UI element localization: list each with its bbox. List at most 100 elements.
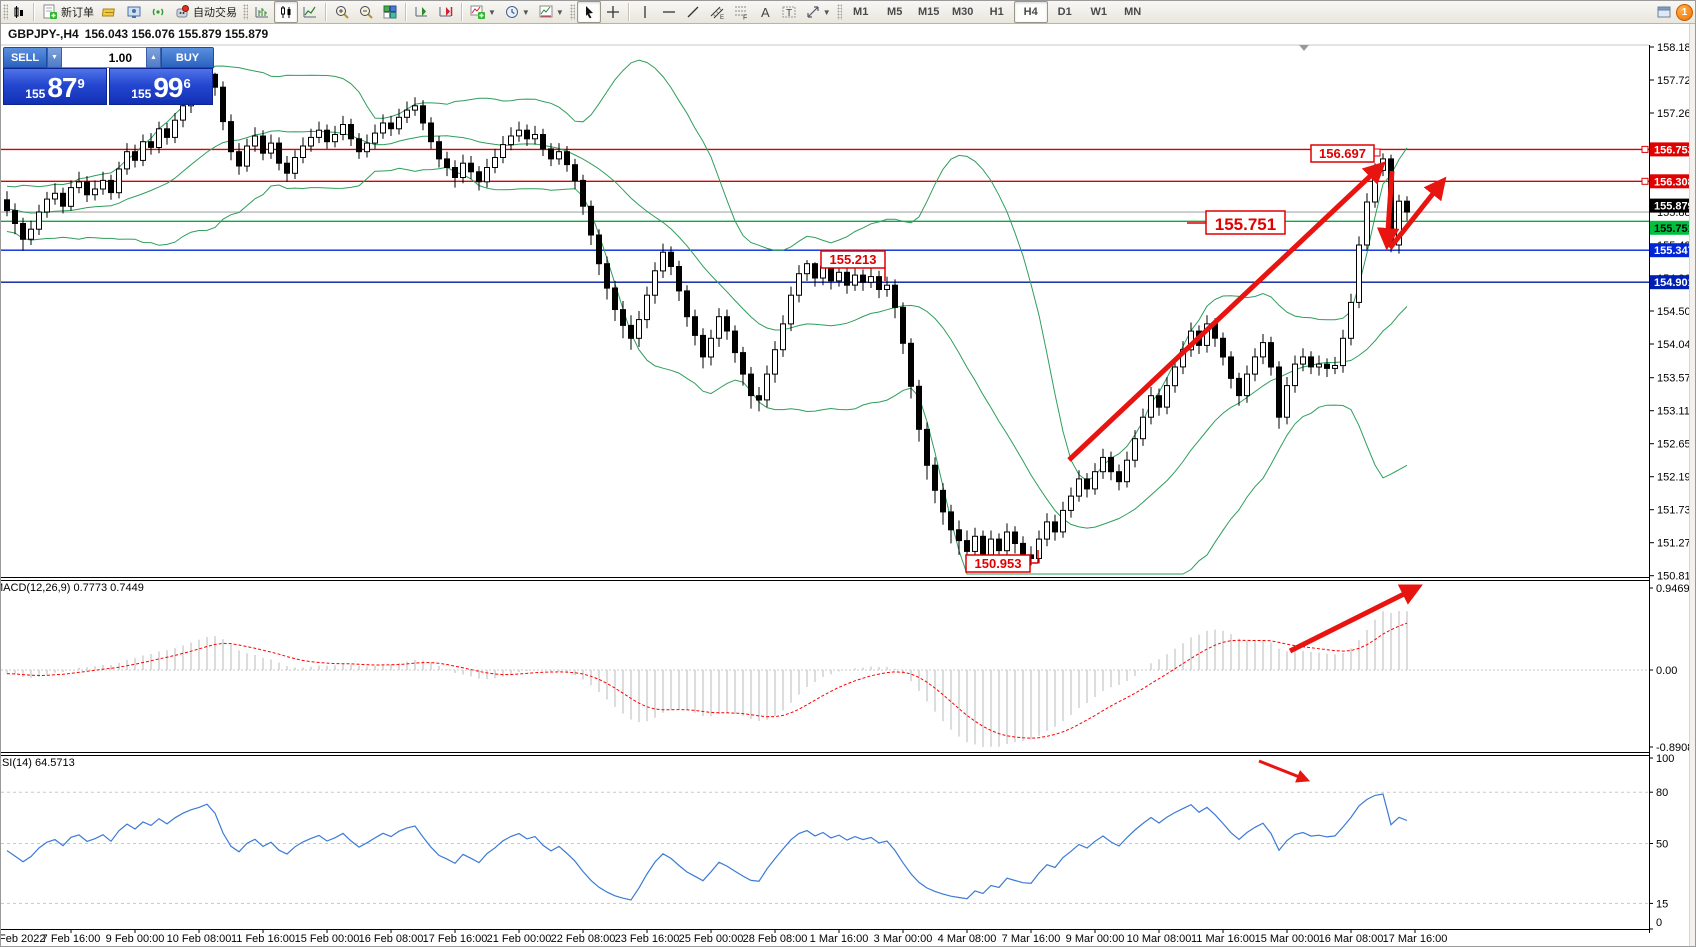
periods-button[interactable]: ▼: [500, 1, 534, 23]
price-tags: 156.753 156.308 155.879 155.751 155.347 154.9…: [1641, 142, 1695, 290]
macd-label: MACD(12,26,9) 0.7773 0.7449: [0, 582, 144, 594]
templates-button[interactable]: ▼: [534, 1, 568, 23]
shapes-icon: [805, 4, 821, 20]
time-tick-label: 3 Mar 00:00: [874, 933, 933, 945]
timeframe-W1-button[interactable]: W1: [1090, 6, 1107, 18]
market-depth-button[interactable]: [98, 1, 122, 23]
timeframe-D1-button[interactable]: D1: [1057, 6, 1072, 18]
buy-price-display[interactable]: 155 99 6: [109, 68, 213, 105]
time-tick-label: 28 Feb 08:00: [743, 933, 808, 945]
svg-text:15: 15: [1656, 898, 1668, 910]
tile-windows-button[interactable]: [378, 1, 402, 23]
sell-price-display[interactable]: 155 87 9: [3, 68, 107, 105]
timeframe-M5-button[interactable]: M5: [887, 6, 903, 18]
text-label-icon: T: [781, 4, 797, 20]
time-tick-label: 21 Feb 00:00: [487, 933, 552, 945]
vertical-line-button[interactable]: [633, 1, 657, 23]
price-tick-label: 153.570: [1657, 373, 1696, 385]
arrow-rsi-down: [1258, 759, 1311, 783]
chevron-down-icon: ▼: [488, 7, 496, 17]
new-order-icon: [42, 4, 58, 20]
bar-chart-icon: [254, 4, 270, 20]
trendline-button[interactable]: [681, 1, 705, 23]
new-order-button[interactable]: 新订单: [38, 1, 98, 23]
chart-shift-button[interactable]: [410, 1, 434, 23]
time-tick-label: 7 Feb 16:00: [42, 933, 101, 945]
zoom-in-button[interactable]: [330, 1, 354, 23]
price-tick-label: 152.190: [1657, 472, 1696, 484]
periods-icon: [504, 4, 520, 20]
time-tick-label: 22 Feb 08:00: [551, 933, 616, 945]
chart-mini-button[interactable]: [10, 1, 30, 23]
time-tick-label: 11 Feb 16:00: [231, 933, 295, 945]
timeframe-M1-button[interactable]: M1: [853, 6, 869, 18]
svg-text:0.9469: 0.9469: [1656, 583, 1690, 595]
annotation-label: 155.751: [1215, 215, 1276, 234]
trend-arrows[interactable]: [1067, 161, 1447, 783]
candlestick-chart-button[interactable]: [274, 1, 298, 23]
autotrading-icon: [174, 4, 190, 20]
templates-icon: [538, 4, 554, 20]
text-button[interactable]: A: [753, 1, 777, 23]
timeframe-H1-button[interactable]: H1: [989, 6, 1004, 18]
line-chart-button[interactable]: [298, 1, 322, 23]
volume-decrease-button[interactable]: ▼: [47, 47, 62, 68]
sell-button[interactable]: SELL: [3, 47, 47, 68]
price-annotations[interactable]: 156.697 155.751 155.213 150.953: [820, 144, 1381, 573]
time-tick-label: 16 Feb 08:00: [359, 933, 424, 945]
data-window-icon[interactable]: [1652, 1, 1676, 23]
toolbar-grip: [569, 4, 575, 20]
toolbar: 新订单 自动交易 ▼ ▼ ▼ E F A T ▼ M1 M5 M15 M30 H1 H4 D1 W1 MN 1: [1, 1, 1695, 24]
toolbar-separator: [325, 3, 327, 21]
text-label-button[interactable]: T: [777, 1, 801, 23]
equidistant-channel-button[interactable]: E: [705, 1, 729, 23]
svg-text:T: T: [786, 8, 792, 19]
arrow-macd-up: [1288, 584, 1423, 654]
shapes-button[interactable]: ▼: [801, 1, 835, 23]
price-tag-155.879: 155.879: [1654, 201, 1694, 213]
toolbar-grip: [3, 4, 8, 20]
profile-icon: [126, 4, 142, 20]
signals-icon: [150, 4, 166, 20]
volume-increase-button[interactable]: ▲: [146, 47, 161, 68]
svg-text:A: A: [761, 5, 770, 20]
crosshair-button[interactable]: [601, 1, 625, 23]
timeframe-MN-button[interactable]: MN: [1124, 6, 1142, 18]
zoom-out-button[interactable]: [354, 1, 378, 23]
time-tick-label: 4 Mar 08:00: [938, 933, 997, 945]
signals-button[interactable]: [146, 1, 170, 23]
indicators-button[interactable]: ▼: [466, 1, 500, 23]
auto-scroll-button[interactable]: [434, 1, 458, 23]
chevron-down-icon: ▼: [822, 7, 831, 17]
tile-windows-icon: [382, 4, 398, 20]
timeframe-M15-button[interactable]: M15: [917, 6, 940, 18]
notification-badge[interactable]: 1: [1676, 3, 1693, 21]
svg-text:80: 80: [1656, 787, 1668, 799]
arrow-pullback-down: [1376, 170, 1400, 251]
profile-button[interactable]: [122, 1, 146, 23]
indicators-icon: [470, 4, 486, 20]
window-scrollbar[interactable]: [1689, 23, 1695, 946]
timeframe-H4-button[interactable]: H4: [1013, 1, 1048, 23]
chart-caption: GBPJPY-,H4 156.043 156.076 155.879 155.87…: [8, 27, 268, 41]
timeframe-M30-button[interactable]: M30: [951, 6, 974, 18]
cursor-button[interactable]: [576, 1, 601, 23]
svg-text:100: 100: [1656, 753, 1674, 765]
symbol-period-label: GBPJPY-,H4: [8, 27, 79, 41]
time-tick-label: 15 Feb 00:00: [295, 933, 360, 945]
buy-button[interactable]: BUY: [161, 47, 214, 68]
time-tick-label: 17 Feb 16:00: [423, 933, 488, 945]
fibonacci-button[interactable]: F: [729, 1, 753, 23]
bar-chart-button[interactable]: [250, 1, 274, 23]
annotation-label: 150.953: [975, 556, 1022, 571]
autotrading-button[interactable]: 自动交易: [170, 1, 241, 23]
price-tag-156.308: 156.308: [1654, 176, 1694, 188]
horizontal-line-button[interactable]: [657, 1, 681, 23]
equidistant-channel-icon: E: [709, 4, 725, 20]
chart-shift-marker: [1299, 45, 1309, 51]
toolbar-separator: [461, 3, 463, 21]
crosshair-icon: [605, 4, 621, 20]
volume-input[interactable]: 1.00: [62, 47, 146, 68]
